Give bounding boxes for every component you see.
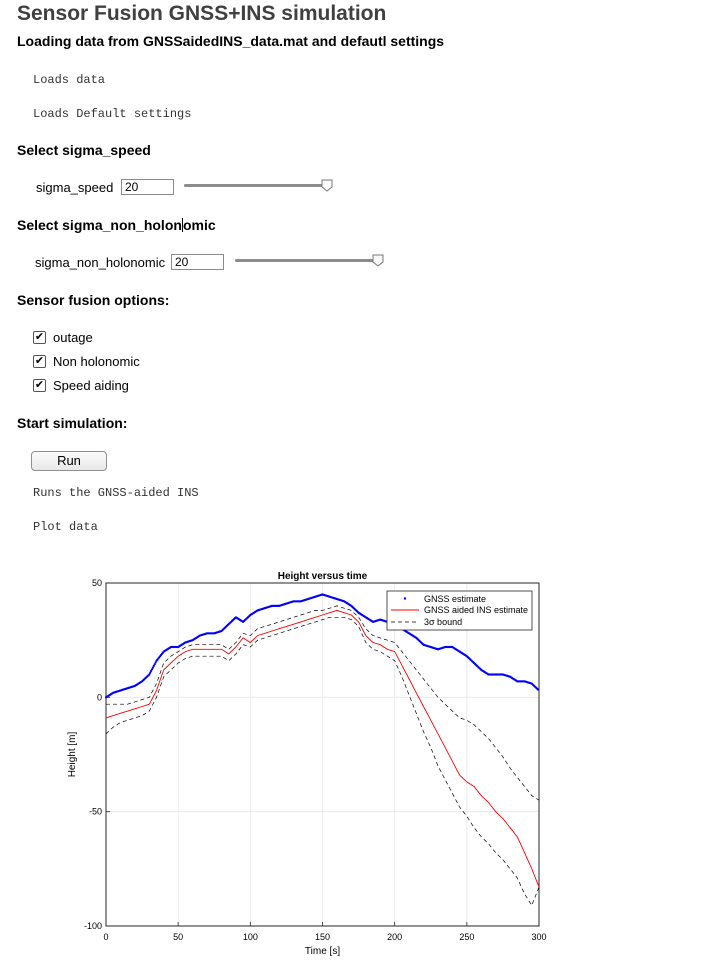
gnss-point [153,663,156,666]
check-icon: ✔ [34,379,45,391]
x-tick-label: 0 [103,932,108,942]
simulation-heading: Start simulation: [17,415,128,431]
outage-checkbox[interactable]: ✔ [33,331,46,344]
runs-text: Runs the GNSS-aided INS [33,486,199,500]
y-tick-label: 0 [97,692,102,702]
series-gnss-estimate [104,593,540,699]
sigma-non-holonomic-heading: Select sigma_non_holonomic [17,217,216,233]
plot-text: Plot data [33,520,98,534]
chart-title: Height versus time [278,571,368,582]
non-holonomic-checkbox[interactable]: ✔ [33,355,46,368]
check-icon: ✔ [34,355,45,367]
legend-label-bound: 3σ bound [424,617,462,627]
height-chart: 0 50 100 150 200 250 300 50 0 -50 -100 Height vers… [67,571,547,957]
gnss-point [152,664,155,667]
y-tick-label: -100 [84,921,102,931]
x-axis-label: Time [s] [305,946,340,957]
series-sigma-bound [105,616,540,907]
gnss-point [148,673,151,676]
legend-label-gnss: GNSS estimate [424,594,486,604]
sigma-speed-field[interactable]: 20 [121,179,174,195]
y-tick-label: 50 [92,578,102,588]
sigma-non-holonomic-label: sigma_non_holonomic [35,255,166,270]
gnss-point [154,661,157,664]
page-title: Sensor Fusion GNSS+INS simulation [17,2,387,25]
option-non-holonomic[interactable]: ✔ Non holonomic [33,354,140,369]
run-button[interactable]: Run [31,451,107,471]
x-tick-label: 250 [459,932,474,942]
loads-data-text: Loads data [33,73,106,87]
x-tick-label: 50 [173,932,183,942]
sigma-speed-slider-track[interactable] [184,184,327,187]
chart-series [104,593,540,907]
gnss-point [150,668,154,671]
gnss-point [150,669,153,673]
speed-aiding-checkbox[interactable]: ✔ [33,379,46,392]
sigma-speed-heading: Select sigma_speed [17,142,151,158]
sigma-speed-label: sigma_speed [36,180,114,195]
x-tick-label: 200 [387,932,402,942]
loading-heading: Loading data from GNSSaidedINS_data.mat … [17,33,445,49]
sigma-speed-slider-thumb[interactable] [321,179,333,192]
sigma-non-holonomic-slider-track[interactable] [235,259,378,262]
gnss-point [151,666,155,669]
x-tick-label: 300 [531,932,546,942]
x-tick-label: 150 [315,932,330,942]
chart-legend: GNSS estimate GNSS aided INS estimate 3σ… [386,590,533,631]
loads-defaults-text: Loads Default settings [33,107,192,121]
option-outage[interactable]: ✔ outage [33,330,93,345]
gnss-point [149,671,152,674]
option-speed-aiding-label: Speed aiding [53,378,129,393]
option-speed-aiding[interactable]: ✔ Speed aiding [33,378,129,393]
legend-label-ins: GNSS aided INS estimate [424,605,528,615]
y-tick-label: -50 [89,807,102,817]
series-ins-estimate [105,609,540,888]
sigma-non-holonomic-field[interactable]: 20 [171,254,224,270]
legend-marker-gnss [403,597,407,600]
series-sigma-bound [106,605,540,801]
check-icon: ✔ [34,331,45,343]
options-heading: Sensor fusion options: [17,292,170,308]
gnss-point [536,688,540,691]
y-axis-label: Height [m] [67,731,78,777]
x-tick-label: 100 [243,932,258,942]
chart-grid [105,582,540,927]
option-non-holonomic-label: Non holonomic [53,354,140,369]
chart-ticks: 0 50 100 150 200 250 300 50 0 -50 -100 [84,578,547,942]
option-outage-label: outage [53,330,93,345]
sigma-non-holonomic-slider-thumb[interactable] [372,254,384,267]
